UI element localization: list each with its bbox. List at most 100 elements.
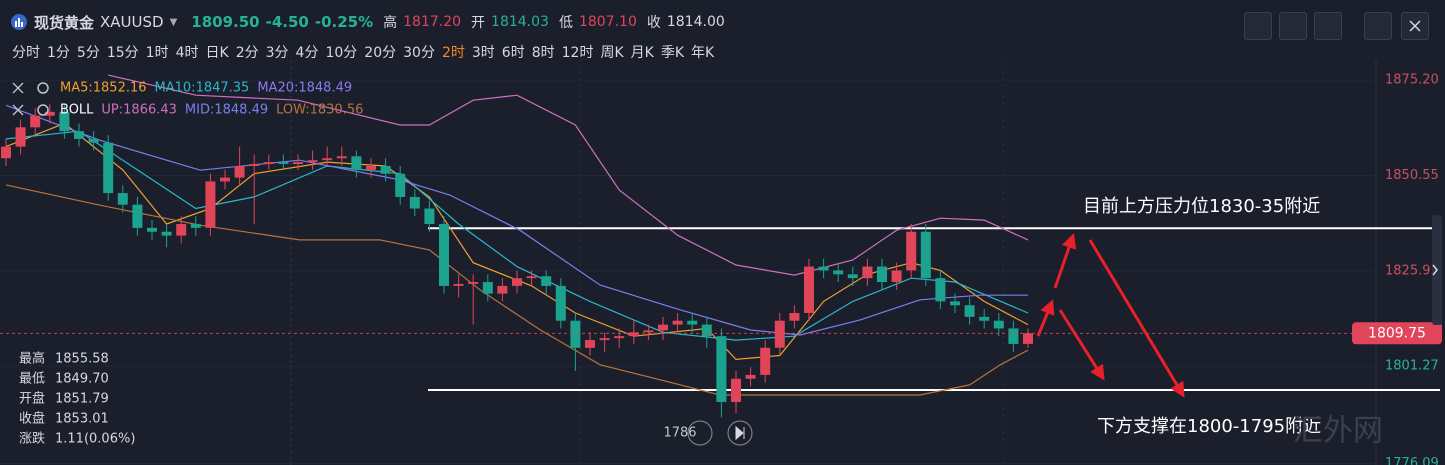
candle-body	[468, 282, 479, 284]
timeframe-tab[interactable]: 12时	[561, 45, 594, 61]
timeframe-tab[interactable]: 2时	[441, 45, 465, 61]
candle-body	[74, 131, 84, 139]
candle-body	[278, 162, 289, 165]
annotation: 目前上方压力位1830-35附近	[1083, 196, 1320, 217]
info-label: 开盘	[19, 391, 45, 407]
candle-body	[789, 312, 800, 321]
timeframe-tab[interactable]: 日K	[205, 45, 229, 61]
candle-body	[439, 224, 449, 286]
indicator-line	[5, 130, 1029, 341]
remove-icon[interactable]	[12, 82, 24, 94]
chart-type-button[interactable]	[1314, 12, 1342, 40]
next-button[interactable]	[727, 420, 753, 446]
nav-buttons[interactable]	[687, 420, 753, 446]
candle-body	[44, 111, 55, 116]
timeframe-tab[interactable]: 1分	[47, 45, 70, 61]
timeframe-tab[interactable]: 10分	[325, 45, 358, 61]
info-label: 涨跌	[19, 431, 45, 447]
candle-body	[249, 164, 260, 166]
dropdown-caret[interactable]: ▼	[169, 16, 178, 28]
candle-body	[88, 138, 99, 143]
collapse-button[interactable]	[1364, 12, 1392, 40]
candle-body	[190, 224, 201, 228]
low-marker: 1786	[663, 426, 696, 441]
candle-body	[1, 146, 11, 159]
timeframe-tab[interactable]: 15分	[106, 45, 139, 61]
remove-icon[interactable]	[12, 104, 24, 116]
candle-body	[833, 270, 844, 275]
candle-body	[745, 374, 756, 379]
stat-label: 低	[558, 15, 573, 31]
candle-body	[103, 142, 114, 194]
logo	[11, 14, 27, 30]
next-icon	[735, 425, 745, 441]
timeframe-tab[interactable]: 月K	[630, 45, 654, 61]
candle-body	[541, 276, 552, 286]
indicator-line	[5, 184, 1029, 396]
timeframe-tab[interactable]: 3分	[265, 45, 289, 61]
timeframe-tab[interactable]: 年K	[691, 45, 715, 61]
candle-body	[731, 378, 741, 402]
indicator-name: BOLL	[60, 103, 94, 118]
candle-body	[497, 285, 508, 294]
indicator-button[interactable]	[1244, 12, 1272, 40]
settings-icon[interactable]	[37, 104, 49, 116]
stat-label: 收	[646, 15, 661, 31]
timeframe-tab[interactable]: 2分	[235, 45, 259, 61]
timeframe-bar: 分时 1分 5分 15分 1时 4时 日K 2分 3分 4分 10分 20分 30分 2时 3时 6时 8时 12…	[10, 42, 719, 62]
prev-button[interactable]	[687, 420, 713, 446]
candle-body	[132, 204, 143, 228]
y-tick-label: 1801.27	[1385, 359, 1439, 374]
candle-body	[263, 162, 274, 165]
candle-body	[30, 115, 41, 128]
watermark: 汇外网	[1293, 414, 1383, 449]
candle-body	[366, 165, 376, 170]
candle-body	[322, 158, 333, 161]
timeframe-tab[interactable]: 周K	[600, 45, 624, 61]
candle-body	[687, 320, 698, 325]
timeframe-tab[interactable]: 1时	[145, 45, 169, 61]
candle-body	[628, 332, 639, 337]
candle-body	[15, 127, 26, 147]
symbol[interactable]: XAUUSD	[100, 13, 164, 31]
legend-entry: LOW:1830.56	[276, 103, 363, 118]
legend-entry: MA20:1848.49	[257, 81, 352, 96]
candle-body	[59, 111, 70, 132]
info-value: 1855.58	[55, 352, 109, 367]
candle-body	[570, 320, 581, 348]
timeframe-tab[interactable]: 8时	[531, 45, 555, 61]
candle-body	[614, 336, 625, 339]
timeframe-tab[interactable]: 6时	[501, 45, 525, 61]
y-tick-label: 1875.20	[1385, 73, 1439, 88]
settings-icon[interactable]	[37, 82, 49, 94]
timeframe-tab[interactable]: 季K	[660, 45, 685, 61]
candle-body	[643, 330, 654, 333]
timeframe-tab[interactable]: 4分	[295, 45, 319, 61]
candle-body	[1008, 328, 1019, 344]
close-button[interactable]	[1401, 12, 1429, 40]
candle-body	[409, 196, 420, 209]
scroll-handle[interactable]	[1432, 215, 1442, 325]
indicator-line	[5, 122, 1029, 361]
candle-body	[993, 320, 1004, 329]
stat-value: 1807.10	[578, 14, 637, 30]
timeframe-tab[interactable]: 20分	[364, 45, 397, 61]
stat-value: 1814.00	[666, 14, 725, 30]
candle-body	[774, 320, 785, 348]
timeframe-tab[interactable]: 30分	[403, 45, 435, 61]
candle-body	[351, 156, 362, 170]
draw-button[interactable]	[1279, 12, 1307, 40]
timeframe-tab[interactable]: 分时	[12, 45, 40, 61]
candle-body	[453, 283, 464, 286]
legend-entry: UP:1866.43	[101, 103, 177, 118]
timeframe-tab[interactable]: 3时	[471, 45, 495, 61]
change: -4.50	[265, 13, 309, 31]
timeframe-tab[interactable]: 4时	[175, 45, 199, 61]
timeframe-tab[interactable]: 5分	[76, 45, 100, 61]
change-pct: -0.25%	[314, 13, 374, 31]
candle-body	[672, 320, 683, 325]
candle-body	[336, 156, 347, 159]
last-price-label: 1809.75	[1368, 325, 1426, 341]
price: 1809.50	[191, 13, 260, 31]
